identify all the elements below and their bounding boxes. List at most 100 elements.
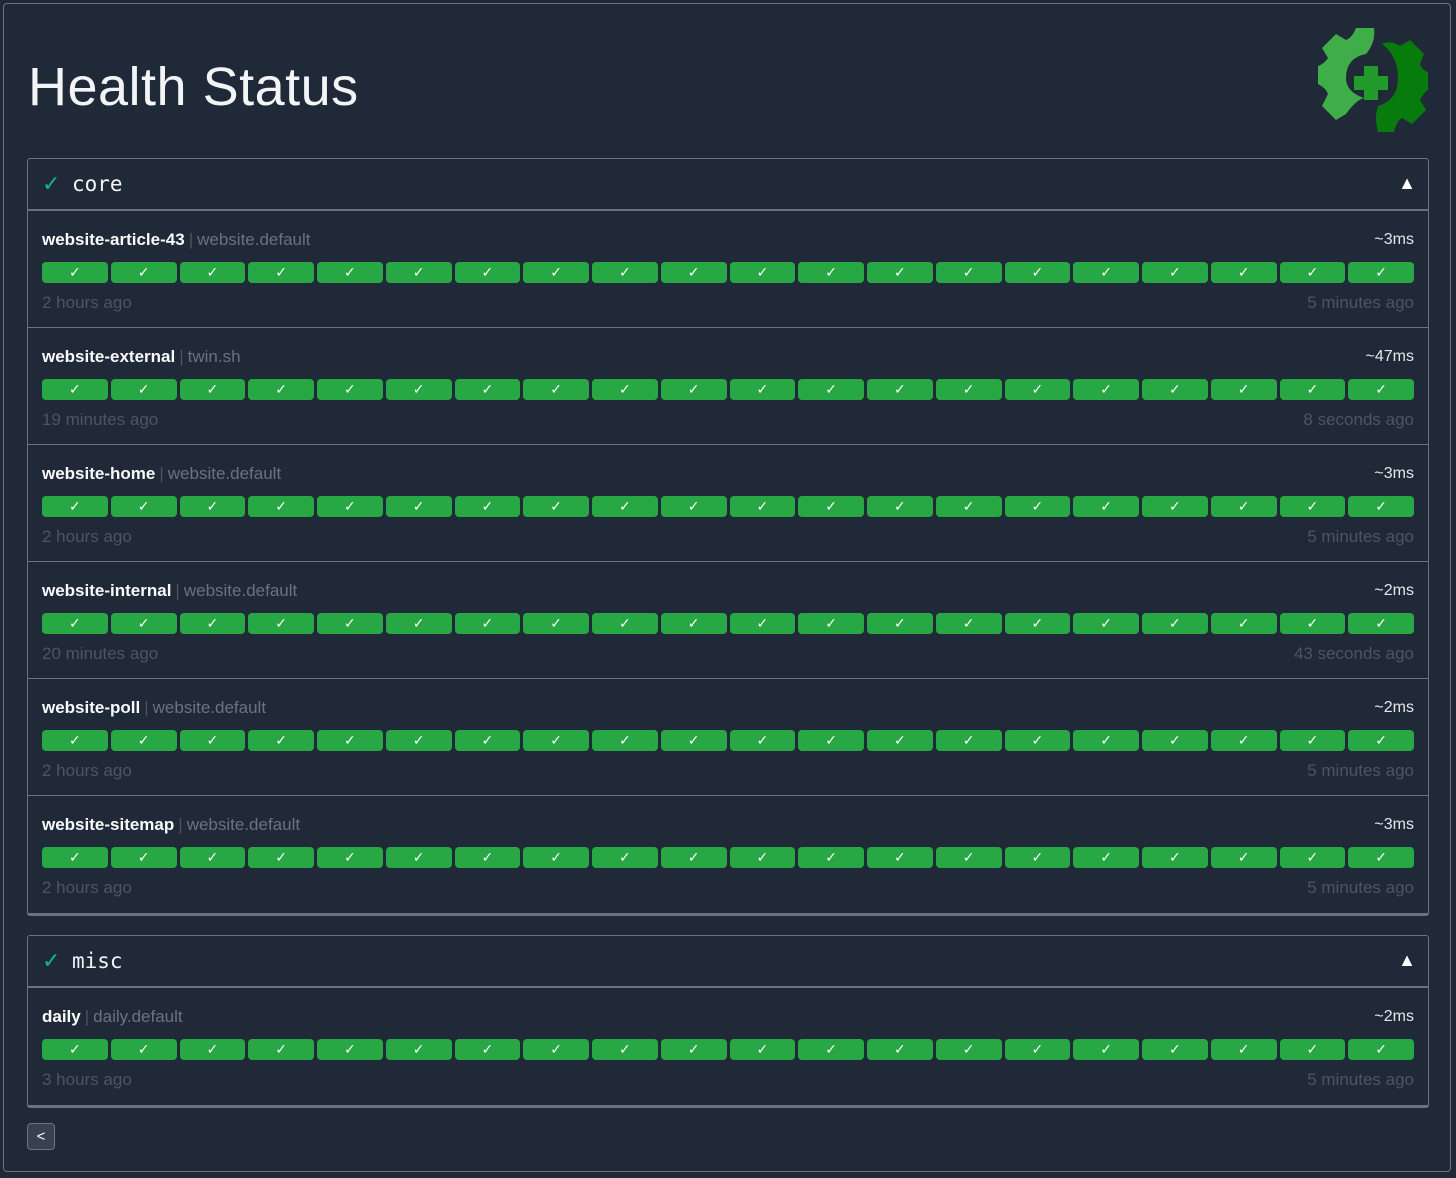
result-bar-success[interactable]: ✓ (660, 613, 727, 634)
result-bar-success[interactable]: ✓ (385, 613, 452, 634)
result-bar-success[interactable]: ✓ (592, 613, 658, 634)
result-bar-success[interactable]: ✓ (1004, 730, 1071, 751)
result-bar-success[interactable]: ✓ (798, 496, 864, 517)
result-bar-success[interactable]: ✓ (110, 262, 177, 283)
result-bar-success[interactable]: ✓ (454, 613, 521, 634)
result-bar-success[interactable]: ✓ (1004, 1039, 1071, 1060)
result-bar-success[interactable]: ✓ (729, 1039, 796, 1060)
result-bar-success[interactable]: ✓ (867, 730, 933, 751)
result-bar-success[interactable]: ✓ (454, 379, 521, 400)
result-bar-success[interactable]: ✓ (1210, 262, 1277, 283)
result-bar-success[interactable]: ✓ (179, 379, 246, 400)
result-bar-success[interactable]: ✓ (798, 730, 864, 751)
endpoint-name[interactable]: daily (42, 1007, 81, 1026)
result-bar-success[interactable]: ✓ (1142, 730, 1208, 751)
result-bar-success[interactable]: ✓ (592, 379, 658, 400)
result-bar-success[interactable]: ✓ (248, 496, 314, 517)
result-bar-success[interactable]: ✓ (42, 379, 108, 400)
result-bar-success[interactable]: ✓ (660, 379, 727, 400)
result-bar-success[interactable]: ✓ (935, 379, 1002, 400)
endpoint-name[interactable]: website-poll (42, 698, 141, 717)
result-bar-success[interactable]: ✓ (1073, 613, 1139, 634)
result-bar-success[interactable]: ✓ (248, 379, 314, 400)
result-bar-success[interactable]: ✓ (454, 262, 521, 283)
result-bar-success[interactable]: ✓ (110, 730, 177, 751)
result-bar-success[interactable]: ✓ (729, 613, 796, 634)
result-bar-success[interactable]: ✓ (42, 847, 108, 868)
result-bar-success[interactable]: ✓ (523, 613, 589, 634)
result-bar-success[interactable]: ✓ (729, 379, 796, 400)
result-bar-success[interactable]: ✓ (660, 847, 727, 868)
result-bar-success[interactable]: ✓ (248, 613, 314, 634)
result-bar-success[interactable]: ✓ (1348, 613, 1414, 634)
endpoint-name[interactable]: website-internal (42, 581, 172, 600)
result-bar-success[interactable]: ✓ (1142, 262, 1208, 283)
result-bar-success[interactable]: ✓ (1073, 496, 1139, 517)
result-bar-success[interactable]: ✓ (179, 496, 246, 517)
result-bar-success[interactable]: ✓ (935, 613, 1002, 634)
result-bar-success[interactable]: ✓ (523, 730, 589, 751)
result-bar-success[interactable]: ✓ (317, 847, 383, 868)
result-bar-success[interactable]: ✓ (729, 730, 796, 751)
result-bar-success[interactable]: ✓ (867, 613, 933, 634)
result-bar-success[interactable]: ✓ (798, 1039, 864, 1060)
result-bar-success[interactable]: ✓ (317, 730, 383, 751)
result-bar-success[interactable]: ✓ (1004, 496, 1071, 517)
group-header[interactable]: ✓ misc ▲ (28, 936, 1428, 988)
result-bar-success[interactable]: ✓ (798, 379, 864, 400)
result-bar-success[interactable]: ✓ (1348, 1039, 1414, 1060)
result-bar-success[interactable]: ✓ (385, 496, 452, 517)
result-bar-success[interactable]: ✓ (660, 496, 727, 517)
result-bar-success[interactable]: ✓ (660, 262, 727, 283)
result-bar-success[interactable]: ✓ (454, 496, 521, 517)
result-bar-success[interactable]: ✓ (1348, 262, 1414, 283)
result-bar-success[interactable]: ✓ (1004, 847, 1071, 868)
result-bar-success[interactable]: ✓ (179, 613, 246, 634)
result-bar-success[interactable]: ✓ (1279, 262, 1346, 283)
result-bar-success[interactable]: ✓ (1279, 379, 1346, 400)
result-bar-success[interactable]: ✓ (454, 730, 521, 751)
result-bar-success[interactable]: ✓ (42, 262, 108, 283)
result-bar-success[interactable]: ✓ (729, 496, 796, 517)
result-bar-success[interactable]: ✓ (1348, 496, 1414, 517)
group-header[interactable]: ✓ core ▲ (28, 159, 1428, 211)
result-bar-success[interactable]: ✓ (317, 379, 383, 400)
result-bar-success[interactable]: ✓ (42, 613, 108, 634)
collapse-toggle-icon[interactable]: ▲ (1398, 950, 1416, 970)
result-bar-success[interactable]: ✓ (42, 496, 108, 517)
collapse-toggle-icon[interactable]: ▲ (1398, 173, 1416, 193)
result-bar-success[interactable]: ✓ (317, 613, 383, 634)
result-bar-success[interactable]: ✓ (1279, 496, 1346, 517)
result-bar-success[interactable]: ✓ (935, 496, 1002, 517)
result-bar-success[interactable]: ✓ (42, 730, 108, 751)
result-bar-success[interactable]: ✓ (523, 847, 589, 868)
result-bar-success[interactable]: ✓ (1348, 730, 1414, 751)
result-bar-success[interactable]: ✓ (179, 262, 246, 283)
result-bar-success[interactable]: ✓ (523, 496, 589, 517)
result-bar-success[interactable]: ✓ (385, 730, 452, 751)
result-bar-success[interactable]: ✓ (867, 379, 933, 400)
result-bar-success[interactable]: ✓ (729, 847, 796, 868)
result-bar-success[interactable]: ✓ (1279, 847, 1346, 868)
result-bar-success[interactable]: ✓ (1073, 379, 1139, 400)
result-bar-success[interactable]: ✓ (1073, 730, 1139, 751)
result-bar-success[interactable]: ✓ (867, 1039, 933, 1060)
result-bar-success[interactable]: ✓ (798, 847, 864, 868)
result-bar-success[interactable]: ✓ (1210, 496, 1277, 517)
result-bar-success[interactable]: ✓ (592, 262, 658, 283)
result-bar-success[interactable]: ✓ (729, 262, 796, 283)
result-bar-success[interactable]: ✓ (1279, 613, 1346, 634)
result-bar-success[interactable]: ✓ (317, 496, 383, 517)
result-bar-success[interactable]: ✓ (110, 613, 177, 634)
result-bar-success[interactable]: ✓ (935, 1039, 1002, 1060)
result-bar-success[interactable]: ✓ (798, 613, 864, 634)
result-bar-success[interactable]: ✓ (1210, 613, 1277, 634)
result-bar-success[interactable]: ✓ (42, 1039, 108, 1060)
result-bar-success[interactable]: ✓ (179, 730, 246, 751)
result-bar-success[interactable]: ✓ (454, 847, 521, 868)
result-bar-success[interactable]: ✓ (592, 1039, 658, 1060)
result-bar-success[interactable]: ✓ (592, 496, 658, 517)
result-bar-success[interactable]: ✓ (1142, 379, 1208, 400)
result-bar-success[interactable]: ✓ (1142, 496, 1208, 517)
endpoint-name[interactable]: website-external (42, 347, 176, 366)
